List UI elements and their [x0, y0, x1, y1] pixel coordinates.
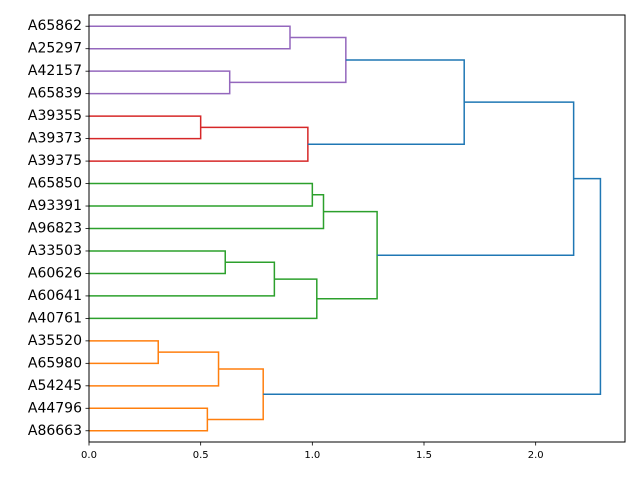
leaf-label: A39355	[28, 108, 82, 124]
merge-link-11	[316, 210, 378, 300]
leaf-label: A42157	[28, 63, 82, 79]
leaf-label: A35520	[28, 333, 82, 349]
merge-link-13	[89, 340, 159, 365]
leaf-label: A65980	[28, 355, 82, 371]
merge-link-10	[89, 278, 318, 320]
dendrogram-links	[89, 25, 602, 432]
merge-link-9	[89, 261, 276, 297]
leaf-label: A54245	[28, 378, 82, 394]
merge-link-15	[89, 407, 209, 432]
merge-link-1	[89, 70, 231, 95]
x-tick-label: 0.0	[81, 450, 97, 461]
merge-link-12	[377, 101, 575, 256]
leaf-label: A44796	[28, 400, 82, 416]
x-tick-label: 1.0	[304, 450, 320, 461]
leaf-labels: A65862 A25297 A42157 A65839 A39355 A39373 A393…	[28, 18, 89, 439]
leaf-label: A33503	[28, 243, 82, 259]
merge-link-5	[307, 59, 465, 145]
merge-link-7	[89, 194, 325, 230]
leaf-label: A65862	[28, 18, 82, 34]
leaf-label: A93391	[28, 198, 82, 214]
x-tick-label: 2.0	[528, 450, 544, 461]
leaf-label: A65850	[28, 176, 82, 192]
leaf-label: A39373	[28, 131, 82, 147]
merge-link-2	[229, 36, 347, 84]
x-tick-label: 0.5	[193, 450, 209, 461]
merge-link-3	[89, 115, 202, 140]
leaf-label: A25297	[28, 41, 82, 57]
leaf-label: A60641	[28, 288, 82, 304]
leaf-label: A96823	[28, 221, 82, 237]
x-tick-label: 1.5	[416, 450, 432, 461]
merge-link-4	[89, 126, 309, 162]
leaf-label: A86663	[28, 423, 82, 439]
merge-link-0	[89, 25, 291, 50]
merge-link-6	[89, 182, 314, 207]
leaf-label: A65839	[28, 86, 82, 102]
merge-link-8	[89, 250, 226, 275]
leaf-label: A40761	[28, 310, 82, 326]
merge-link-16	[207, 368, 264, 421]
merge-link-17	[263, 177, 602, 395]
merge-link-14	[89, 351, 220, 387]
leaf-label: A39375	[28, 153, 82, 169]
x-axis: 0.0 0.5 1.0 1.5 2.0	[81, 442, 544, 461]
leaf-label: A60626	[28, 265, 82, 281]
